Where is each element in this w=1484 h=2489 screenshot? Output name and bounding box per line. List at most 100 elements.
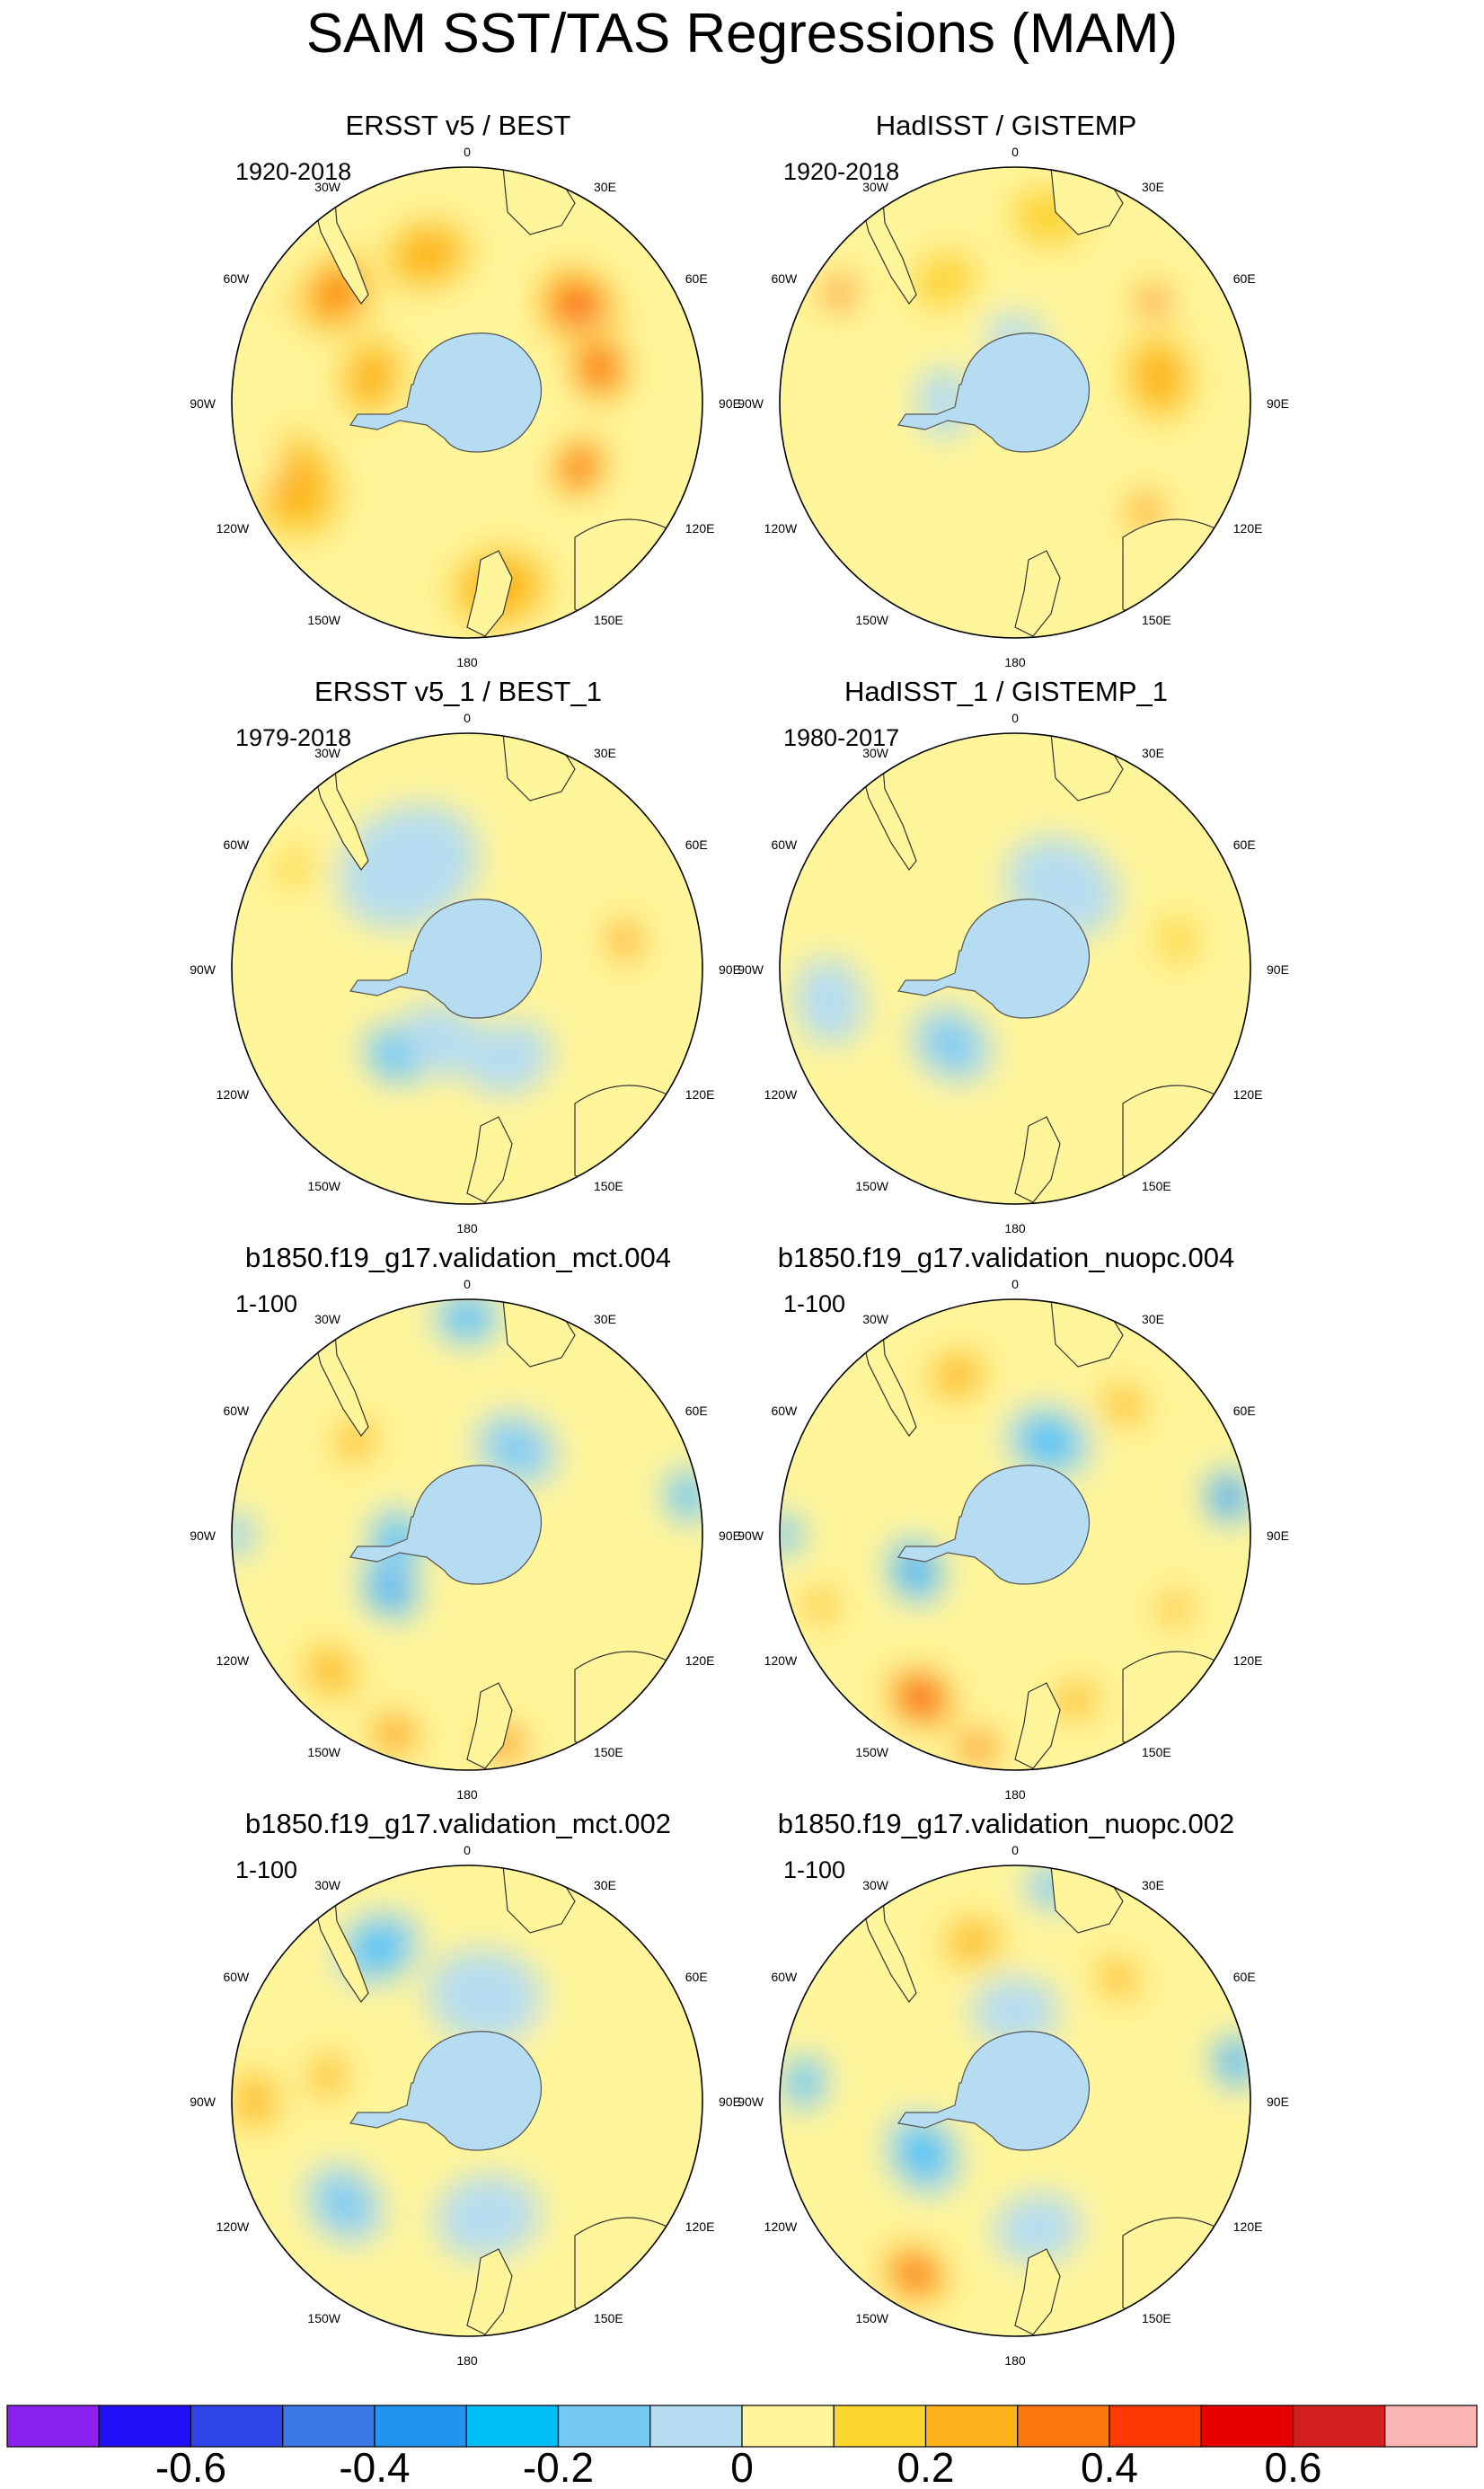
colorbar-tick-label: 0 [730,2444,754,2489]
anomaly-blob [232,2056,291,2146]
colorbar-swatch [924,2405,1019,2448]
panel-title: ERSST v5_1 / BEST_1 [314,676,602,707]
longitude-label: 30E [1142,180,1164,194]
longitude-label: 120E [685,521,715,536]
longitude-label: 150E [1142,2311,1171,2325]
map-panel: HadISST_1 / GISTEMP_1 1980-2017 0 30E 60E 90E… [738,676,1289,1236]
anomaly-blob [888,229,1001,331]
longitude-label: 0 [1011,145,1019,159]
longitude-label: 150W [855,613,888,627]
anomaly-blob [793,957,866,1046]
antarctica-landmass [349,332,543,453]
anomaly-blob [601,911,649,970]
colorbar-swatch [1292,2405,1386,2448]
longitude-label: 120W [764,1087,798,1102]
longitude-label: 120W [764,2219,798,2234]
anomaly-blob [431,465,520,537]
map-panel: b1850.f19_g17.validation_mct.004 1-100 0 30… [190,1242,741,1802]
anomaly-blob [1204,1467,1250,1527]
longitude-label: 120W [764,521,798,536]
longitude-label: 60W [223,271,250,286]
colorbar-swatch [190,2405,284,2448]
map-field [232,1865,702,2336]
longitude-label: 90E [719,962,741,977]
longitude-label: 0 [1011,711,1019,725]
anomaly-blob [338,803,479,930]
longitude-label: 90E [719,1528,741,1543]
anomaly-blob [1005,1405,1092,1479]
anomaly-blob [427,1949,544,2044]
longitude-label: 0 [1011,1843,1019,1857]
longitude-label: 120E [685,1087,715,1102]
anomaly-blob [363,201,492,308]
anomaly-blob [305,2163,384,2245]
anomaly-blob [1085,1946,1151,2010]
anomaly-blob [872,2236,958,2312]
map-panel: b1850.f19_g17.validation_nuopc.002 1-100 0… [738,1808,1289,2368]
colorbar-swatch [1200,2405,1294,2448]
longitude-label: 60E [685,837,708,852]
panel-title: b1850.f19_g17.validation_nuopc.004 [778,1242,1235,1273]
map-border [779,166,1251,639]
longitude-label: 60W [223,1404,250,1418]
panel-period: 1920-2018 [783,158,899,185]
longitude-label: 60E [1233,271,1256,286]
panel-period: 1-100 [783,1856,845,1883]
longitude-label: 180 [1004,2353,1026,2368]
longitude-label: 60W [223,1970,250,1984]
figure-title: SAM SST/TAS Regressions (MAM) [306,3,1178,65]
longitude-label: 90E [719,2095,741,2109]
longitude-label: 150E [594,1745,623,1759]
anomaly-blob [435,2174,541,2260]
map-panel: b1850.f19_g17.validation_nuopc.004 1-100 0… [738,1242,1289,1802]
panel-title: b1850.f19_g17.validation_mct.004 [245,1242,671,1273]
colorbar: -0.6 -0.4 -0.2 0 0.2 0.4 0.6 [6,2405,1478,2489]
map-border [779,732,1251,1205]
longitude-label: 120W [216,2219,250,2234]
new-zealand-landmass [1014,1116,1061,1203]
colorbar-swatch [741,2405,835,2448]
colorbar-swatch [833,2405,927,2448]
anomaly-blob [780,2052,828,2113]
panels-grid: ERSST v5 / BEST 1920-2018 0 30E 60E 90E 120E 15… [190,110,1289,2368]
longitude-label: 120E [1233,521,1263,536]
longitude-label: 180 [1004,1787,1026,1802]
longitude-label: 90W [190,1528,216,1543]
longitude-label: 90E [1267,1528,1289,1543]
map-field [232,167,702,638]
colorbar-tick-label: -0.4 [339,2444,410,2489]
longitude-label: 30E [594,180,616,194]
longitude-label: 30E [1142,1312,1164,1326]
map-panel: ERSST v5 / BEST 1920-2018 0 30E 60E 90E 120E 15… [190,110,741,669]
colorbar-swatch [1384,2405,1478,2448]
anomaly-blob [1106,313,1212,442]
longitude-label: 90W [190,962,216,977]
antarctica-landmass [897,899,1091,1019]
anomaly-blob [994,2192,1082,2264]
new-zealand-landmass [1014,550,1061,637]
map-field [232,733,702,1204]
antarctica-landmass [897,1465,1091,1585]
anomaly-blob [910,1005,993,1084]
longitude-label: 150E [594,1179,623,1193]
anomaly-blob [1150,1581,1200,1638]
longitude-label: 150E [1142,1179,1171,1193]
panel-period: 1-100 [235,1290,297,1317]
longitude-label: 150W [307,2311,340,2325]
panel-period: 1-100 [235,1856,297,1883]
anomaly-blob [494,2259,581,2333]
longitude-label: 0 [464,1843,471,1857]
anomaly-blob [232,933,288,1005]
map-panel: ERSST v5_1 / BEST_1 1979-2018 0 30E 60E 90E 12… [190,676,741,1236]
longitude-label: 60E [1233,1970,1256,1984]
new-zealand-landmass [466,2248,513,2335]
longitude-label: 30E [1142,746,1164,760]
map-field [780,1865,1250,2336]
longitude-label: 30W [862,746,889,760]
anomaly-blob [359,1705,429,1764]
longitude-label: 60E [685,1970,708,1984]
new-zealand-landmass [466,1116,513,1203]
longitude-label: 30W [314,1878,341,1892]
longitude-label: 120W [216,1653,250,1668]
longitude-label: 30W [314,746,341,760]
